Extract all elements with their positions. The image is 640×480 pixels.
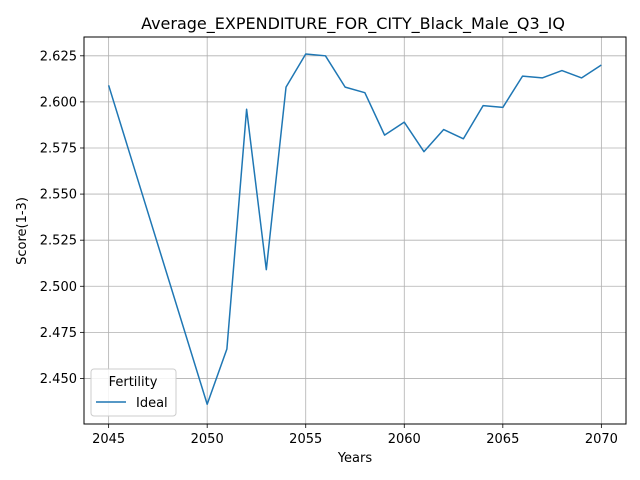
y-tick-label: 2.575 — [40, 141, 77, 156]
x-tick-label: 2055 — [289, 432, 322, 447]
x-tick-label: 2060 — [388, 432, 421, 447]
y-tick-label: 2.475 — [40, 326, 77, 341]
legend: Fertility Ideal — [90, 368, 177, 417]
axis-ticks: 2045 2050 2055 2060 2065 2070 2.450 2.475 2.500 2… — [40, 49, 618, 447]
chart-title: Average_EXPENDITURE_FOR_CITY_Black_Male_… — [141, 14, 565, 34]
x-tick-label: 2070 — [585, 432, 618, 447]
y-tick-label: 2.525 — [40, 234, 77, 249]
y-tick-label: 2.550 — [40, 188, 77, 203]
x-tick-label: 2065 — [486, 432, 519, 447]
series-line-ideal — [107, 53, 602, 406]
y-axis-label: Score(1-3) — [15, 197, 30, 265]
y-tick-label: 2.450 — [40, 372, 77, 387]
grid-lines — [84, 37, 626, 424]
y-tick-label: 2.500 — [40, 280, 77, 295]
x-tick-label: 2045 — [92, 432, 125, 447]
x-tick-label: 2050 — [191, 432, 224, 447]
legend-title: Fertility — [109, 375, 158, 390]
legend-box — [90, 368, 177, 417]
plot-area — [107, 53, 602, 406]
y-tick-label: 2.625 — [40, 49, 77, 64]
plot-frame — [83, 36, 627, 425]
legend-entry-ideal: Ideal — [136, 396, 168, 411]
x-axis-label: Years — [337, 451, 373, 466]
y-tick-label: 2.600 — [40, 95, 77, 110]
